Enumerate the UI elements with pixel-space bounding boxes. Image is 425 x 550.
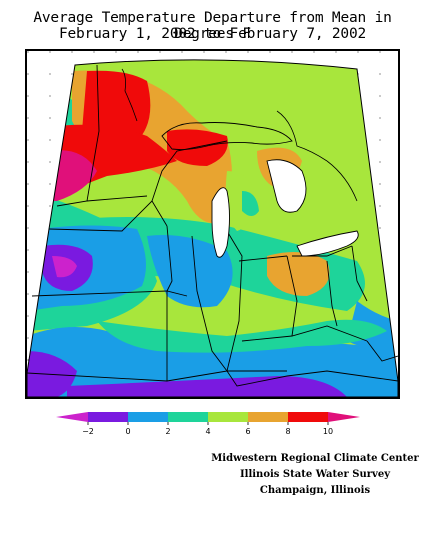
- credit-organization: Midwestern Regional Climate Center: [211, 453, 419, 464]
- legend-bin: [168, 412, 208, 422]
- contour-fill: [27, 59, 398, 397]
- canada-shoreline: [121, 68, 358, 202]
- legend-bin: [328, 412, 360, 422]
- legend-bin: [288, 412, 328, 422]
- credit-survey: Illinois State Water Survey: [239, 469, 391, 480]
- legend-bin: [248, 412, 288, 422]
- temperature-departure-map: [25, 49, 400, 399]
- legend-labels: −2 0 2 4 6 8 10: [82, 422, 333, 436]
- legend-label: 4: [205, 427, 210, 436]
- legend-label: 8: [285, 427, 290, 436]
- region-outline: [27, 59, 398, 397]
- legend-label: 6: [245, 427, 250, 436]
- legend-bin: [88, 412, 128, 422]
- legend-label: 2: [165, 427, 170, 436]
- legend-bin: [56, 412, 88, 422]
- map-canvas: [27, 51, 398, 397]
- legend-label: −2: [82, 427, 94, 436]
- map-date-range: February 1, 2002 to February 7, 2002: [58, 26, 367, 42]
- state-boundary-lines: [27, 64, 398, 387]
- legend-label: 10: [323, 427, 333, 436]
- legend-label: 0: [125, 427, 130, 436]
- legend-bin: [208, 412, 248, 422]
- credit-location: Champaign, Illinois: [259, 485, 371, 496]
- legend-bar: [56, 412, 360, 422]
- color-legend: −2 0 2 4 6 8 10: [56, 412, 360, 436]
- great-lakes-shoreline: [161, 122, 359, 258]
- legend-bin: [128, 412, 168, 422]
- map-title: Average Temperature Departure from Mean …: [33, 10, 392, 42]
